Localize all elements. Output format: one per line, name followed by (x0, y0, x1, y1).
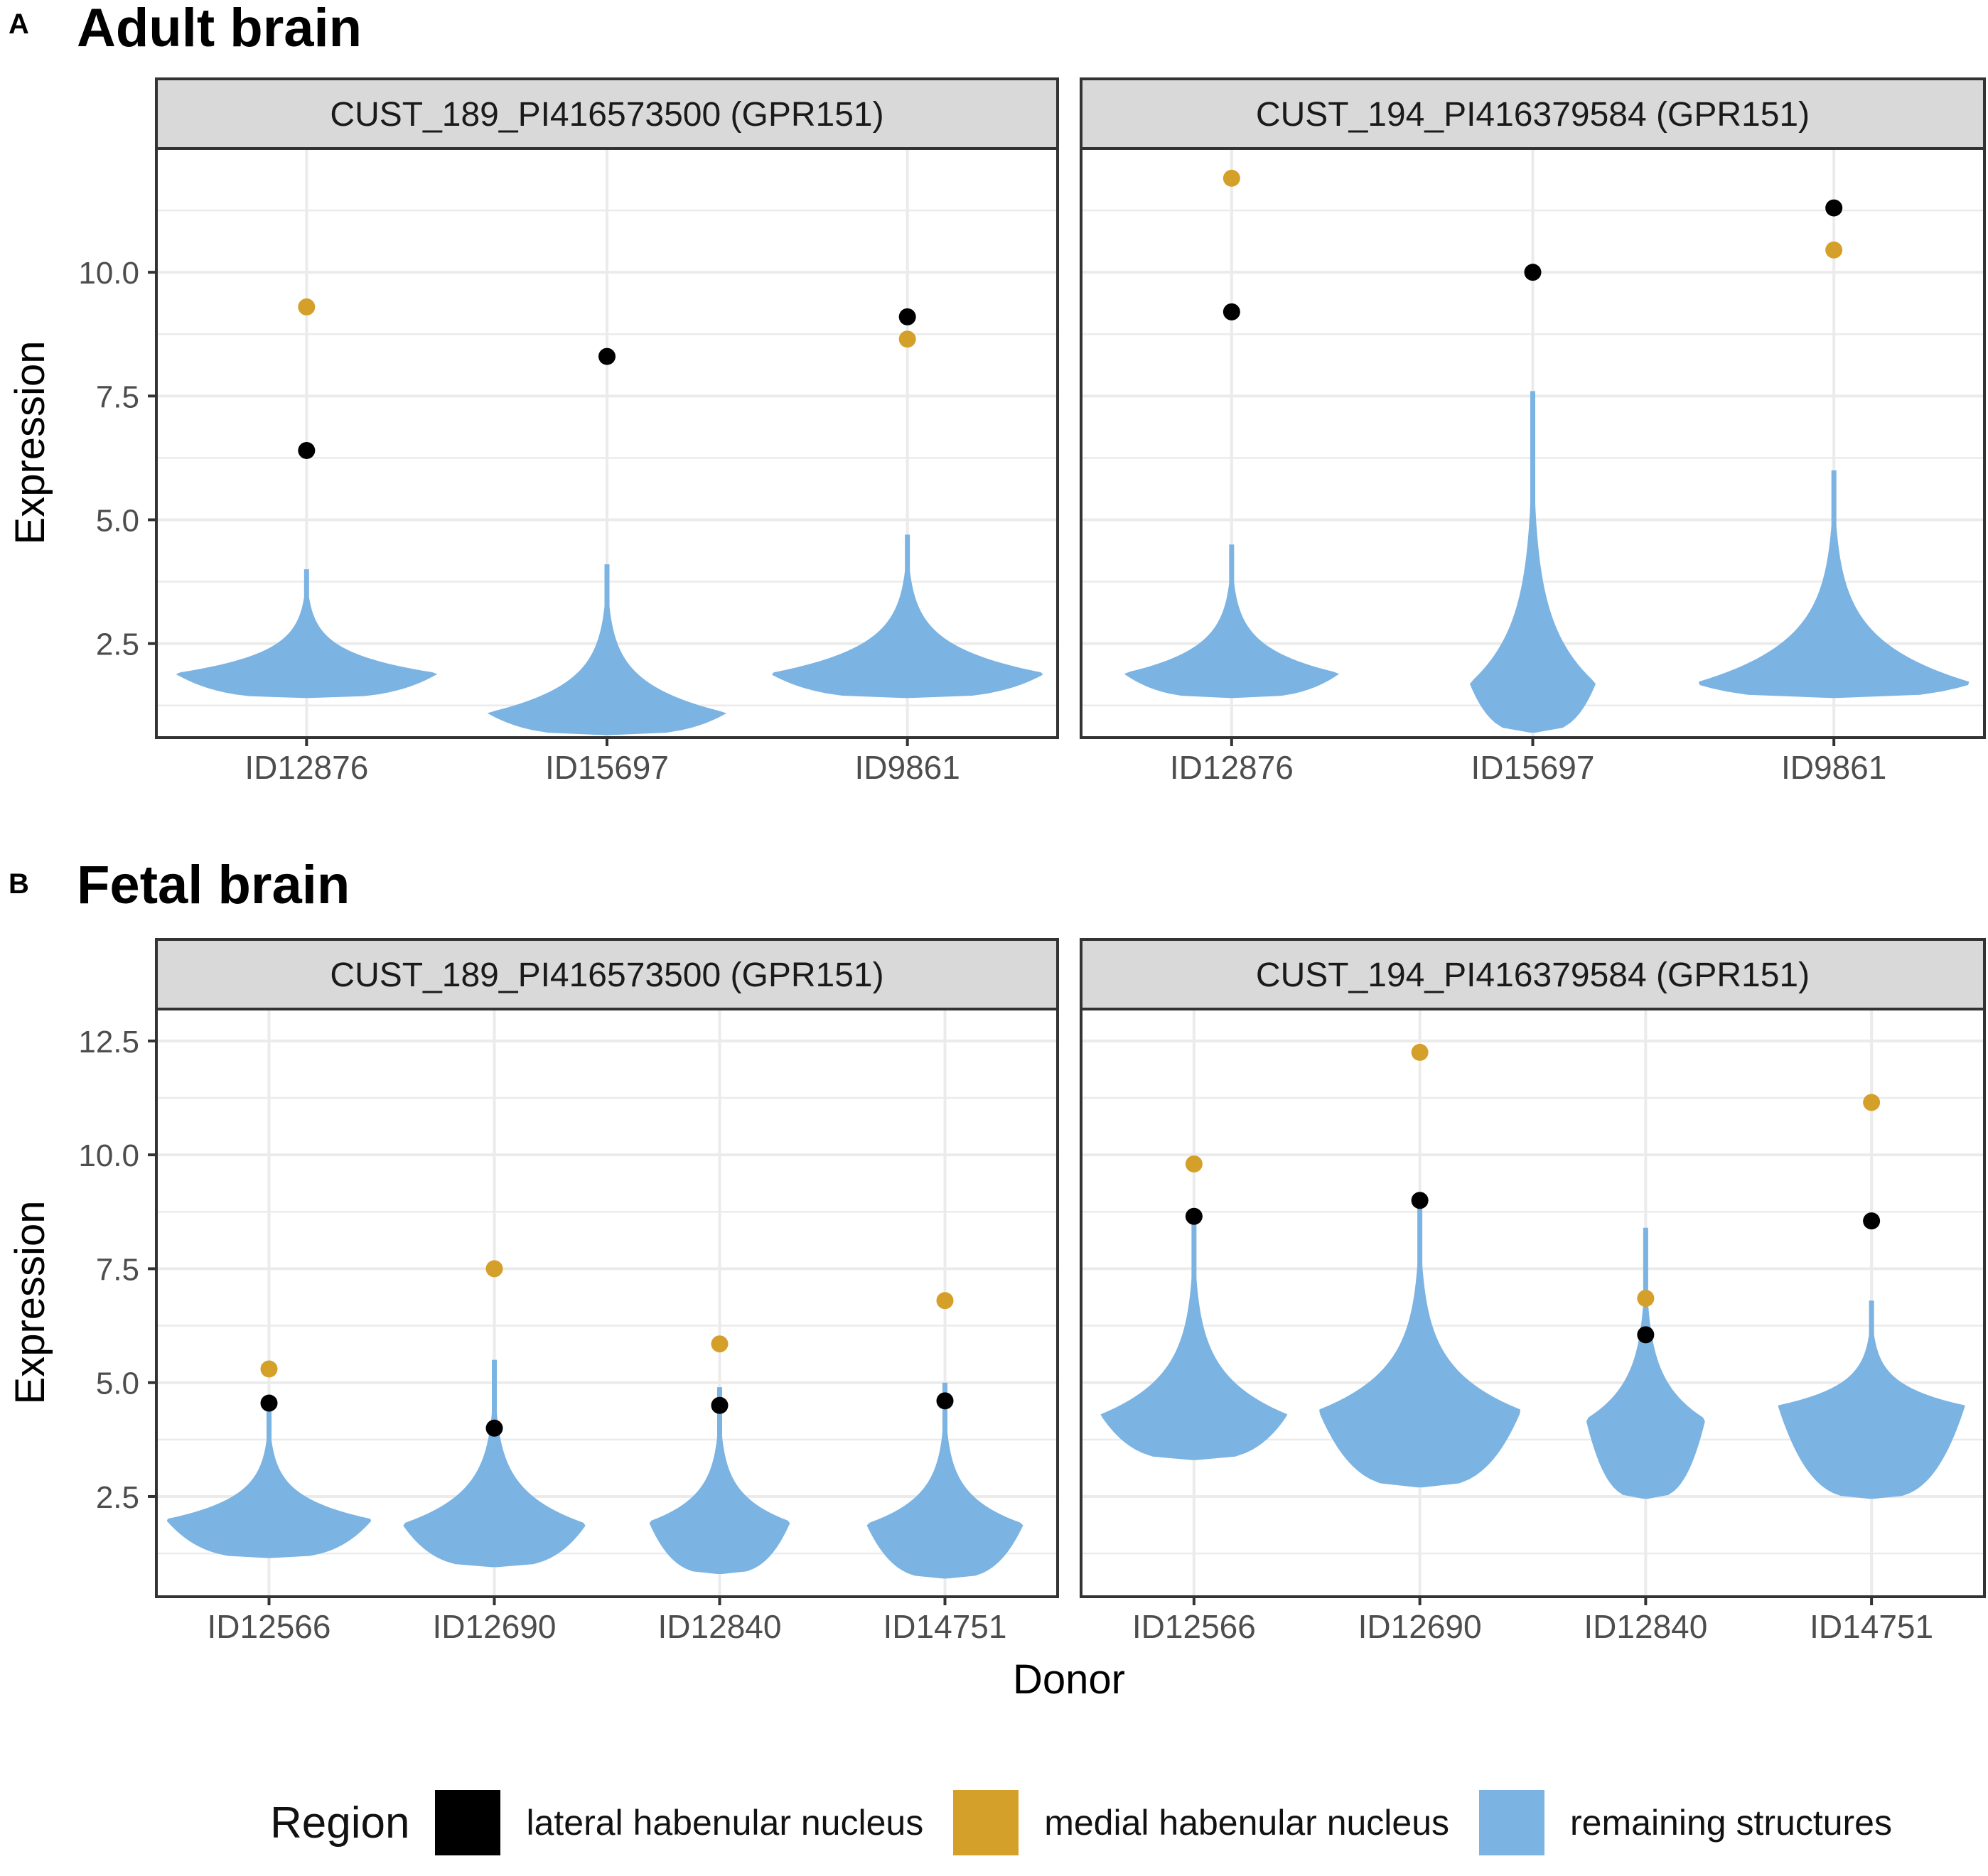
facet-4-violin-ID12566 (1100, 1214, 1288, 1460)
facet-4-x-tick-label-ID12840: ID12840 (1584, 1608, 1707, 1645)
facet-4-point-medial-ID12840 (1637, 1290, 1655, 1308)
facet-3-point-lateral-ID12566 (260, 1394, 278, 1412)
legend-item-remaining: remaining structures (1479, 1790, 1892, 1855)
facet-4-point-medial-ID14751 (1863, 1094, 1881, 1111)
facet-4-point-lateral-ID12690 (1411, 1192, 1429, 1209)
facet-2-violin-ID15697 (1469, 391, 1596, 733)
facet-3-violin-ID12566 (166, 1405, 372, 1558)
facet-1-x-tick-label-ID12876: ID12876 (245, 749, 368, 786)
facet-1-point-lateral-ID15697 (598, 347, 616, 365)
facet-4-x-tick-label-ID14751: ID14751 (1810, 1608, 1933, 1645)
legend-swatch-medial (953, 1790, 1019, 1855)
facet-1-strip (155, 77, 1059, 150)
facet-3-y-tick-label: 12.5 (78, 1025, 139, 1060)
facet-1-y-tick-label: 10.0 (78, 256, 139, 291)
legend-label-medial: medial habenular nucleus (1044, 1803, 1450, 1843)
facet-3-strip (155, 938, 1059, 1010)
facet-3-y-tick-label: 7.5 (96, 1252, 139, 1287)
facet-1-y-tick-label: 2.5 (96, 627, 139, 662)
facet-4-x-tick-label-ID12690: ID12690 (1358, 1608, 1482, 1645)
panel-b-title: Fetal brain (77, 855, 350, 915)
facet-3-point-lateral-ID12690 (485, 1419, 503, 1437)
facet-1-strip-title: CUST_189_PI416573500 (GPR151) (330, 96, 883, 134)
facet-3-point-medial-ID12690 (485, 1260, 503, 1278)
facet-4-panel-border (1080, 1008, 1986, 1598)
facet-4-point-lateral-ID12840 (1637, 1326, 1655, 1344)
facet-3-strip-title: CUST_189_PI416573500 (GPR151) (330, 956, 883, 994)
facet-2-point-lateral-ID12876 (1223, 303, 1240, 320)
x-axis-title: Donor (1013, 1656, 1125, 1703)
panel-b-letter: B (9, 868, 29, 900)
facet-3-violin-ID14751 (866, 1382, 1023, 1579)
legend-item-medial: medial habenular nucleus (953, 1790, 1449, 1855)
facet-1-y-tick-label: 7.5 (96, 379, 139, 414)
facet-4-x-tick-label-ID12566: ID12566 (1132, 1608, 1256, 1645)
facet-1-violin-ID9861 (771, 534, 1043, 699)
facet-1-y-tick-label: 5.0 (96, 503, 139, 538)
facet-2-point-medial-ID12876 (1223, 169, 1240, 187)
facet-3-point-medial-ID14751 (936, 1292, 954, 1310)
facet-4-point-lateral-ID12566 (1185, 1207, 1203, 1225)
facet-2-strip-title: CUST_194_PI416379584 (GPR151) (1256, 96, 1810, 134)
facet-4-violin-ID12690 (1319, 1200, 1521, 1488)
facet-2-x-tick-label-ID9861: ID9861 (1781, 749, 1886, 786)
facet-3-x-tick-label-ID14751: ID14751 (883, 1608, 1007, 1645)
legend-item-lateral: lateral habenular nucleus (435, 1790, 923, 1855)
facet-3-panel-border (155, 1008, 1059, 1598)
facet-4-point-medial-ID12566 (1185, 1155, 1203, 1172)
panel-a-title: Adult brain (77, 0, 362, 58)
facet-1-violin-ID15697 (487, 564, 727, 735)
facet-2-x-tick-label-ID15697: ID15697 (1471, 749, 1595, 786)
facet-2-violin-ID12876 (1124, 544, 1340, 699)
facet-1-x-tick-label-ID15697: ID15697 (545, 749, 669, 786)
facet-3-point-medial-ID12566 (260, 1360, 278, 1378)
facet-3-violin-ID12690 (403, 1359, 586, 1568)
facet-3-point-medial-ID12840 (711, 1335, 729, 1353)
legend-label-lateral: lateral habenular nucleus (526, 1803, 924, 1843)
facet-4-strip-title: CUST_194_PI416379584 (GPR151) (1256, 956, 1810, 994)
facet-3-violin-ID12840 (649, 1387, 790, 1574)
facet-3-y-tick-label: 5.0 (96, 1366, 139, 1401)
facet-2-violin-ID9861 (1698, 470, 1970, 699)
facet-3-point-lateral-ID12840 (711, 1396, 729, 1414)
facet-4-point-lateral-ID14751 (1863, 1212, 1881, 1230)
facet-3-x-tick-label-ID12840: ID12840 (658, 1608, 782, 1645)
facet-1-point-medial-ID12876 (298, 298, 316, 316)
facet-1-point-lateral-ID12876 (298, 441, 316, 459)
facet-4-point-medial-ID12690 (1411, 1043, 1429, 1061)
y-axis-title-a: Expression (7, 341, 53, 545)
facet-4-violin-ID12840 (1586, 1227, 1705, 1499)
y-axis-title-b: Expression (7, 1201, 53, 1405)
facet-1-violin-ID12876 (176, 569, 438, 699)
facet-1-point-medial-ID9861 (898, 330, 916, 348)
facet-4-violin-ID14751 (1778, 1300, 1965, 1499)
facet-2-point-lateral-ID9861 (1825, 199, 1843, 217)
legend: Region lateral habenular nucleus medial … (270, 1769, 1922, 1876)
facet-1-point-lateral-ID9861 (898, 308, 916, 325)
legend-label-remaining: remaining structures (1570, 1803, 1892, 1843)
facet-4-strip (1080, 938, 1986, 1010)
panel-a-letter: A (9, 9, 29, 40)
legend-title: Region (270, 1798, 410, 1848)
legend-swatch-lateral (435, 1790, 501, 1855)
facet-2-strip (1080, 77, 1986, 150)
facet-3-point-lateral-ID14751 (936, 1392, 954, 1410)
facet-1-x-tick-label-ID9861: ID9861 (854, 749, 960, 786)
legend-swatch-remaining (1479, 1790, 1545, 1855)
facet-3-y-tick-label: 10.0 (78, 1138, 139, 1173)
facet-2-point-medial-ID9861 (1825, 241, 1843, 259)
facet-3-x-tick-label-ID12690: ID12690 (433, 1608, 557, 1645)
facet-2-point-lateral-ID15697 (1524, 264, 1542, 281)
facet-3-x-tick-label-ID12566: ID12566 (208, 1608, 331, 1645)
facet-3-y-tick-label: 2.5 (96, 1480, 139, 1515)
facet-4-plot-area (1081, 1009, 1984, 1597)
facet-2-x-tick-label-ID12876: ID12876 (1170, 749, 1294, 786)
